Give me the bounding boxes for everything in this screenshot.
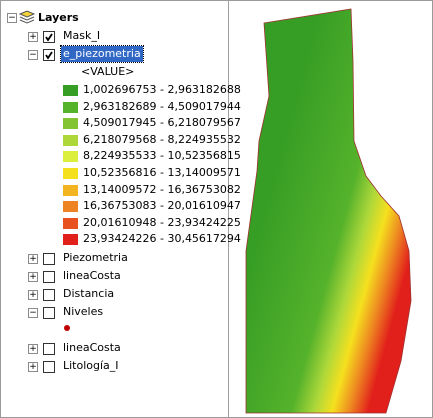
class-label: 1,002696753 - 2,963182688 [83,83,241,96]
layer-name[interactable]: e_piezometria [60,45,144,63]
class-swatch [63,201,78,213]
raster-surface [245,8,412,414]
class-label: 13,14009572 - 16,36753082 [83,182,241,196]
expander[interactable]: + [28,290,38,300]
class-swatch [63,85,78,96]
class-label: 16,36753083 - 20,01610947 [83,199,241,213]
class-label: 2,963182689 - 4,509017944 [83,99,241,113]
checkbox[interactable] [43,343,55,355]
checkbox[interactable] [43,253,55,265]
class-swatch [63,168,78,179]
expander[interactable]: − [28,308,38,318]
class-label: 4,509017945 - 6,218079567 [83,116,241,130]
layer-name[interactable]: Mask_I [63,29,101,42]
class-label: 20,01610948 - 23,93424225 [83,215,241,229]
checkbox[interactable] [43,307,55,319]
class-swatch [63,101,78,113]
layer-name[interactable]: Litología_I [63,359,119,372]
class-label: 23,93424226 - 30,45617294 [83,232,241,246]
expander[interactable]: + [28,254,38,264]
layer-name[interactable]: Piezometria [63,251,128,264]
expander[interactable]: − [7,13,17,23]
expander[interactable]: + [28,344,38,354]
checkbox[interactable] [43,49,55,61]
layers-icon [18,10,36,27]
class-label: 8,224935533 - 10,52356815 [83,149,241,163]
checkbox[interactable] [43,361,55,373]
point-symbol [64,325,70,331]
expander[interactable]: + [28,32,38,42]
class-swatch [63,118,78,130]
layer-name[interactable]: Distancia [63,287,115,300]
root-label[interactable]: Layers [38,11,79,24]
class-swatch [63,134,78,146]
field-name: <VALUE> [81,65,135,78]
expander[interactable]: − [28,50,38,60]
class-swatch [63,151,78,163]
checkbox[interactable] [43,289,55,301]
table-of-contents: − Layers + Mask_I − e_piezometria <VALUE> 1,002… [1,1,241,417]
class-label: 10,52356816 - 13,14009571 [83,166,241,179]
class-label: 6,218079568 - 8,224935532 [83,132,241,146]
class-swatch [63,184,78,196]
checkbox[interactable] [43,31,55,43]
expander[interactable]: + [28,272,38,282]
layer-name[interactable]: Niveles [63,305,104,318]
expander[interactable]: + [28,362,38,372]
class-swatch [63,234,78,246]
class-swatch [63,217,78,229]
layer-name[interactable]: lineaCosta [63,269,121,282]
layer-name[interactable]: lineaCosta [63,341,121,354]
map-view [245,8,412,414]
checkbox[interactable] [43,271,55,283]
